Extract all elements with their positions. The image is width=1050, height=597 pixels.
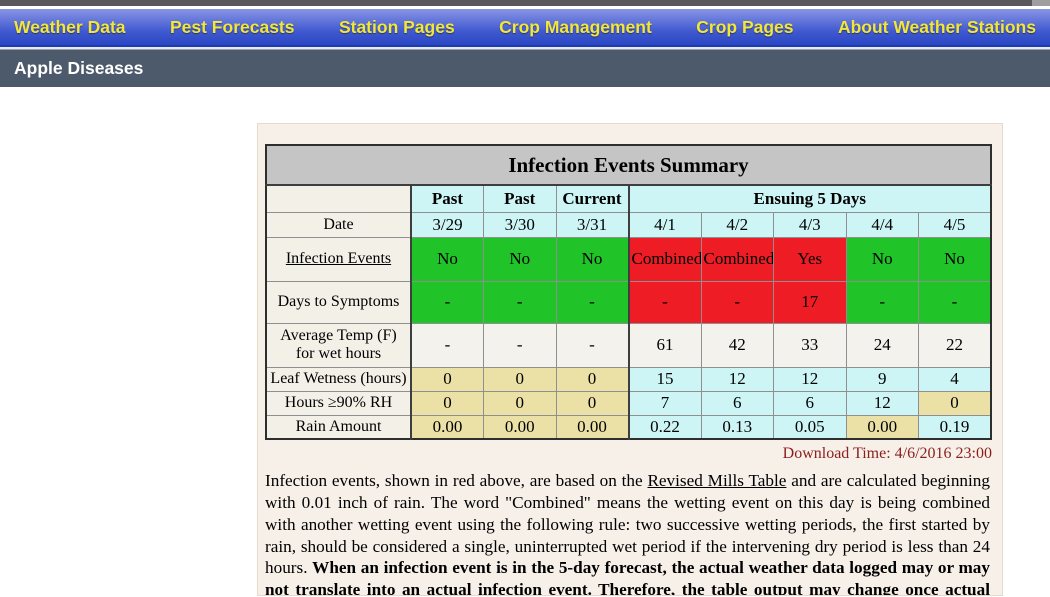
rh-cell: 7 — [628, 390, 702, 416]
infection-cell: Combined — [628, 236, 702, 282]
footnote: Infection events, shown in red above, ar… — [265, 470, 990, 596]
nav-item-crop-pages[interactable]: Crop Pages — [696, 16, 794, 37]
date-cell: 4/1 — [628, 211, 702, 238]
rh-cell: 0 — [410, 390, 484, 416]
symptoms-cell: - — [700, 280, 774, 324]
avgtemp-cell: 61 — [628, 322, 702, 368]
infection-cell: No — [918, 236, 992, 282]
main-nav: Weather Data Pest Forecasts Station Page… — [0, 9, 1050, 47]
nav-divider — [0, 47, 1050, 49]
row-label-days-to-symptoms: Days to Symptoms — [265, 280, 412, 324]
avgtemp-cell: 22 — [918, 322, 992, 368]
nav-item-pest-forecasts[interactable]: Pest Forecasts — [169, 16, 295, 37]
footnote-text-2: and are calculated beginning with 0.01 i… — [265, 471, 990, 578]
subheader-bar: Apple Diseases — [0, 49, 1050, 87]
rh-cell: 12 — [845, 390, 919, 416]
row-label-infection-events: Infection Events — [265, 236, 412, 282]
symptoms-cell: - — [918, 280, 992, 324]
rain-cell: 0.05 — [773, 414, 847, 440]
page-title: Apple Diseases — [14, 58, 144, 78]
leafwet-cell: 12 — [700, 366, 774, 392]
infection-cell: No — [483, 236, 557, 282]
rain-cell: 0.00 — [410, 414, 484, 440]
date-cell: 4/4 — [845, 211, 919, 238]
corner-cell — [265, 184, 412, 213]
period-header-past-2: Past — [483, 184, 557, 213]
avgtemp-cell: - — [555, 322, 630, 368]
symptoms-cell: - — [845, 280, 919, 324]
infection-cell: Combined — [700, 236, 774, 282]
date-cell: 3/30 — [483, 211, 557, 238]
date-cell: 4/5 — [918, 211, 992, 238]
leafwet-cell: 0 — [555, 366, 630, 392]
avgtemp-cell: 24 — [845, 322, 919, 368]
date-cell: 4/2 — [700, 211, 774, 238]
date-cell: 4/3 — [773, 211, 847, 238]
infection-cell: No — [410, 236, 484, 282]
nav-item-crop-management[interactable]: Crop Management — [499, 16, 652, 37]
rain-cell: 0.00 — [555, 414, 630, 440]
row-label-average-temp: Average Temp (F) for wet hours — [265, 322, 412, 368]
rh-cell: 0 — [555, 390, 630, 416]
date-cell: 3/31 — [555, 211, 630, 238]
symptoms-cell: - — [555, 280, 630, 324]
infection-events-table: Infection Events Summary Past Past Curre… — [265, 144, 992, 440]
date-cell: 3/29 — [410, 211, 484, 238]
avgtemp-cell: - — [410, 322, 484, 368]
leafwet-cell: 9 — [845, 366, 919, 392]
content-area: Infection Events Summary Past Past Curre… — [0, 123, 1050, 596]
rh-cell: 0 — [483, 390, 557, 416]
nav-item-station-pages[interactable]: Station Pages — [338, 16, 455, 37]
period-header-current: Current — [555, 184, 630, 213]
rain-cell: 0.22 — [628, 414, 702, 440]
nav-item-weather-data[interactable]: Weather Data — [14, 16, 126, 37]
rh-cell: 6 — [700, 390, 774, 416]
row-label-leaf-wetness: Leaf Wetness (hours) — [265, 366, 412, 392]
infection-events-link[interactable]: Infection Events — [285, 250, 392, 267]
leafwet-cell: 0 — [483, 366, 557, 392]
download-time: Download Time: 4/6/2016 23:00 — [782, 445, 992, 462]
rain-cell: 0.00 — [483, 414, 557, 440]
symptoms-cell: - — [628, 280, 702, 324]
symptoms-cell: - — [410, 280, 484, 324]
symptoms-cell: - — [483, 280, 557, 324]
rain-cell: 0.19 — [918, 414, 992, 440]
browser-chrome-strip — [0, 0, 1050, 6]
row-label-date: Date — [265, 211, 412, 238]
avgtemp-cell: 33 — [773, 322, 847, 368]
leafwet-cell: 12 — [773, 366, 847, 392]
avgtemp-cell: - — [483, 322, 557, 368]
content-panel: Infection Events Summary Past Past Curre… — [257, 123, 1003, 596]
revised-mills-table-link[interactable]: Revised Mills Table — [647, 471, 787, 490]
avgtemp-cell: 42 — [700, 322, 774, 368]
symptoms-cell: 17 — [773, 280, 847, 324]
table-title: Infection Events Summary — [265, 144, 992, 186]
rain-cell: 0.13 — [700, 414, 774, 440]
rh-cell: 6 — [773, 390, 847, 416]
infection-cell: No — [555, 236, 630, 282]
infection-cell: No — [845, 236, 919, 282]
footnote-text-1: Infection events, shown in red above, ar… — [265, 471, 648, 490]
leafwet-cell: 4 — [918, 366, 992, 392]
rain-cell: 0.00 — [845, 414, 919, 440]
period-header-past-1: Past — [410, 184, 484, 213]
period-header-ensuing: Ensuing 5 Days — [628, 184, 992, 213]
rh-cell: 0 — [918, 390, 992, 416]
leafwet-cell: 0 — [410, 366, 484, 392]
row-label-rain-amount: Rain Amount — [265, 414, 412, 440]
footnote-bold-text: When an infection event is in the 5-day … — [265, 558, 990, 596]
nav-item-about-weather-stations[interactable]: About Weather Stations — [837, 16, 1036, 37]
chrome-divider — [0, 6, 1050, 9]
row-label-hours-rh: Hours ≥90% RH — [265, 390, 412, 416]
leafwet-cell: 15 — [628, 366, 702, 392]
infection-cell: Yes — [773, 236, 847, 282]
browser-chrome-corner — [1032, 0, 1050, 6]
